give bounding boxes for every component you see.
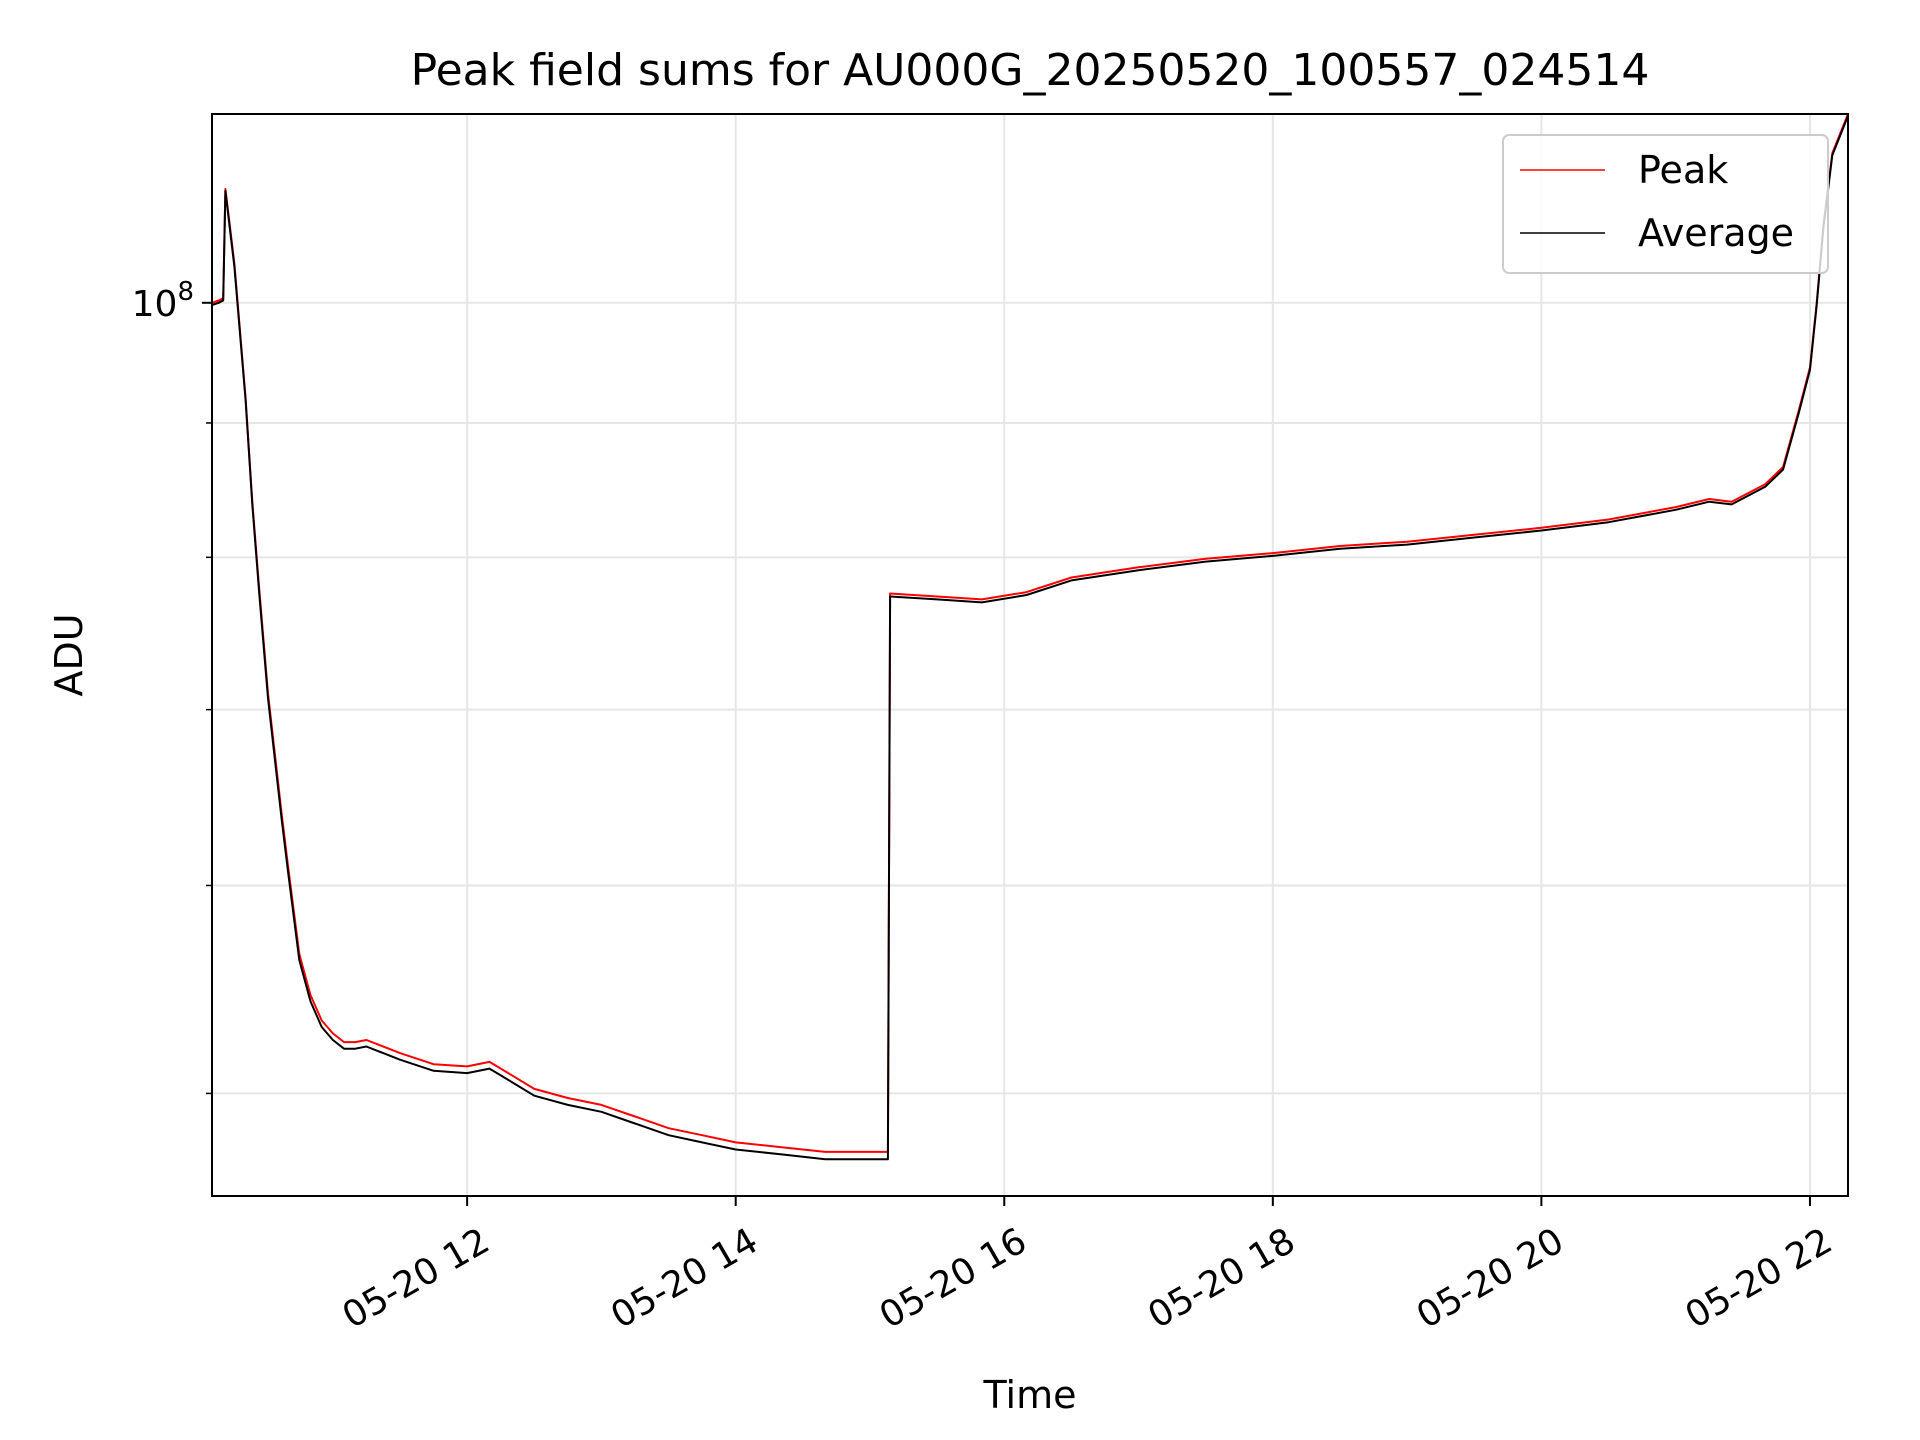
- chart-title: Peak field sums for AU000G_20250520_1005…: [411, 45, 1650, 96]
- grid: [212, 114, 1848, 1196]
- series-line-average: [211, 115, 1849, 1161]
- series-group: [211, 113, 1849, 1161]
- legend: Peak Average: [1502, 134, 1829, 274]
- legend-label-average: Average: [1638, 211, 1794, 255]
- legend-label-peak: Peak: [1638, 148, 1728, 192]
- x-axis-label: Time: [983, 1373, 1077, 1417]
- y-tick-label: 108: [132, 277, 194, 325]
- y-axis: 108: [132, 277, 212, 1095]
- plot-frame: [211, 113, 1849, 1197]
- y-axis-label: ADU: [47, 613, 91, 696]
